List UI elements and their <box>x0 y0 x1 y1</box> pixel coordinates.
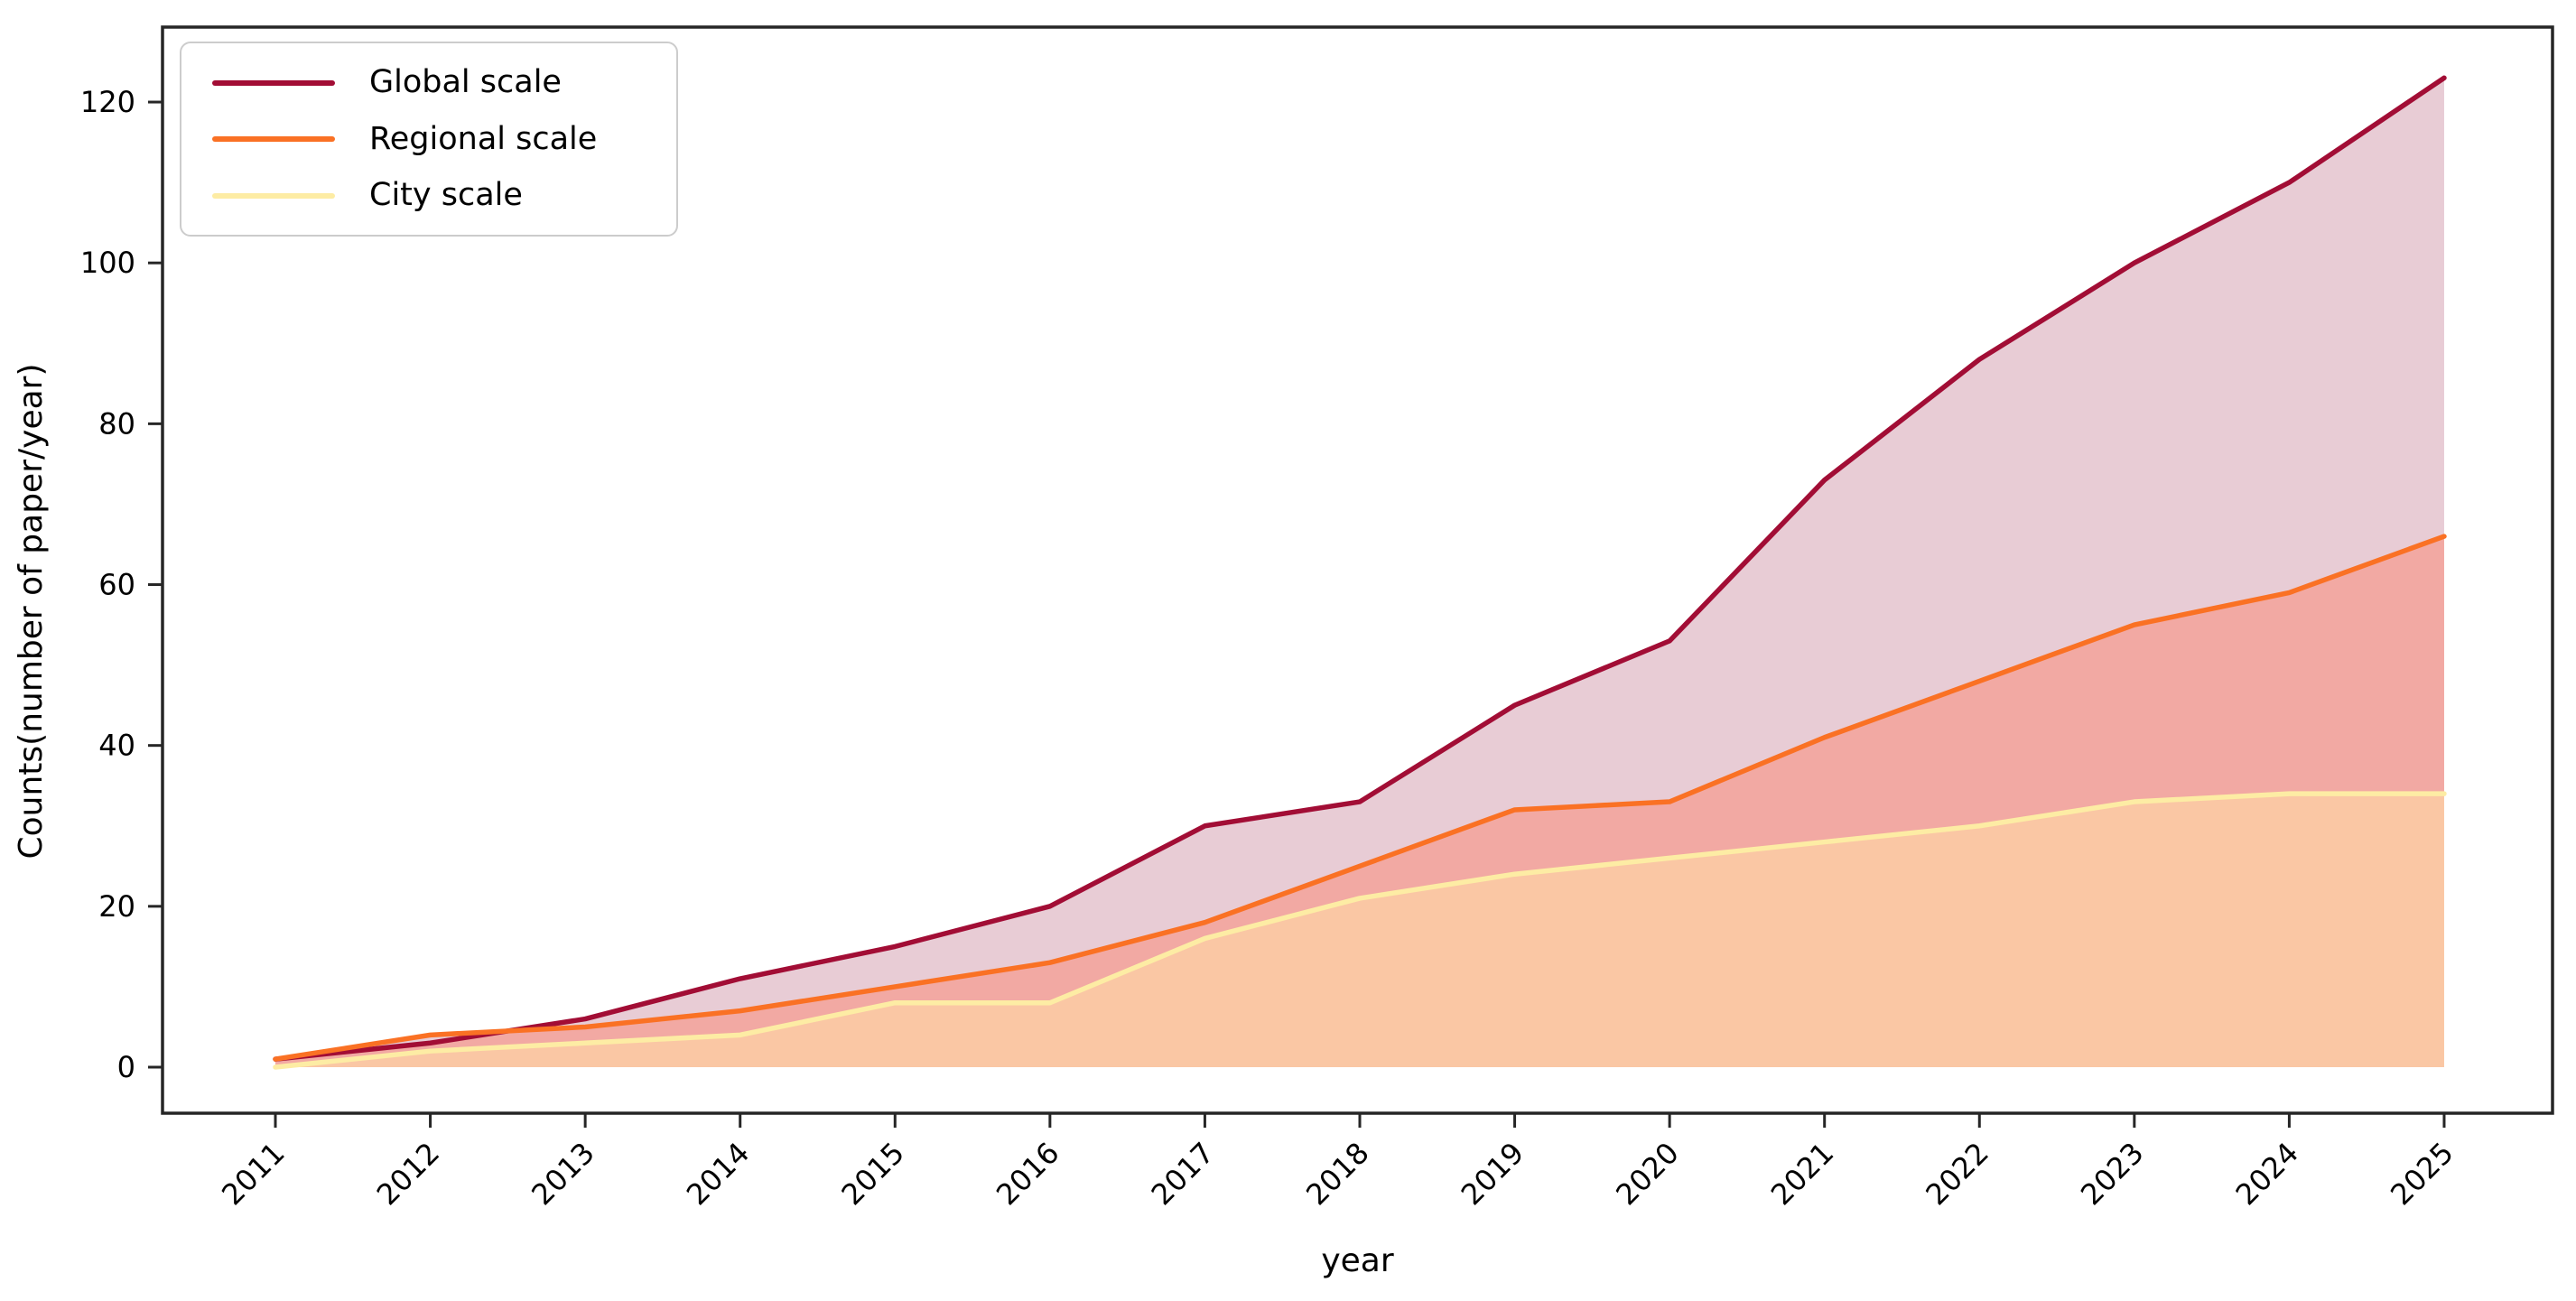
legend-item-global: Global scale <box>212 67 646 98</box>
area-city-to-regional <box>275 536 2444 1067</box>
y-tick-label: 120 <box>80 85 135 119</box>
y-tick-label: 20 <box>98 889 135 924</box>
x-tick-label: 2020 <box>1609 1136 1685 1212</box>
legend-item-city: City scale <box>212 180 646 211</box>
legend-label-city: City scale <box>369 177 523 213</box>
x-tick-label: 2018 <box>1299 1136 1375 1212</box>
x-tick-label: 2022 <box>1919 1136 1995 1212</box>
x-tick-label: 2019 <box>1455 1136 1530 1212</box>
y-tick-label: 80 <box>98 406 135 441</box>
x-tick-label: 2016 <box>990 1136 1065 1212</box>
x-tick-label: 2023 <box>2074 1136 2150 1212</box>
x-tick-label: 2014 <box>680 1136 756 1212</box>
legend-line-regional <box>212 136 335 142</box>
x-tick-label: 2024 <box>2229 1136 2305 1212</box>
legend-line-global <box>212 79 335 86</box>
legend-label-global: Global scale <box>369 64 562 100</box>
legend-label-regional: Regional scale <box>369 120 598 157</box>
line-city-scale <box>273 791 2447 1070</box>
x-tick-label: 2011 <box>215 1136 291 1212</box>
area-regional-to-global <box>275 78 2444 1060</box>
y-tick-label: 0 <box>117 1050 135 1084</box>
x-tick-label: 2013 <box>525 1136 600 1212</box>
line-global-scale <box>273 75 2447 1062</box>
x-tick-label: 2012 <box>370 1136 446 1212</box>
legend-line-city <box>212 192 335 199</box>
area-below-city-scale <box>275 794 2444 1067</box>
x-tick-label: 2017 <box>1145 1136 1221 1212</box>
legend-item-regional: Regional scale <box>212 120 646 157</box>
x-axis-label: year <box>1321 1242 1394 1279</box>
y-tick-label: 40 <box>98 729 135 763</box>
x-tick-label: 2015 <box>834 1136 910 1212</box>
y-tick-label: 100 <box>80 246 135 280</box>
legend-box: Global scale Regional scale City scale <box>180 42 678 237</box>
line-regional-scale <box>273 534 2447 1062</box>
plot-frame <box>161 25 2554 1115</box>
y-axis-label: Counts(number of paper/year) <box>13 364 50 860</box>
x-tick-label: 2025 <box>2384 1136 2460 1212</box>
x-tick-label: 2021 <box>1764 1136 1840 1212</box>
y-tick-label: 60 <box>98 568 135 602</box>
